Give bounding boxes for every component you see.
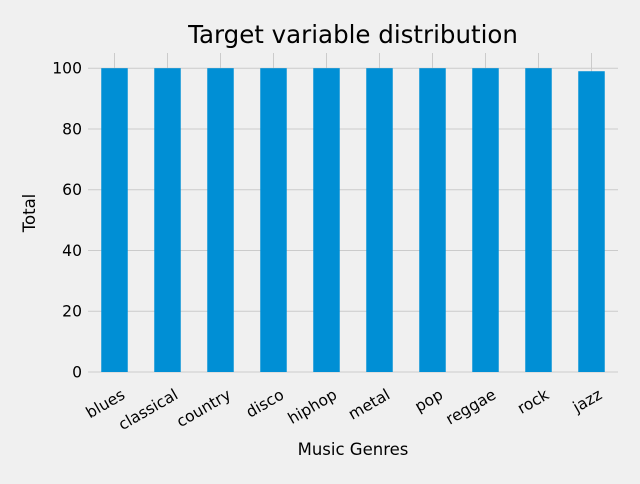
y-tick-label: 40 [62,242,82,260]
x-tick-label: metal [345,386,393,424]
x-axis-label: Music Genres [298,440,409,459]
bar-classical [154,68,181,372]
y-axis-label: Total [20,194,39,234]
bar-rock [525,68,552,372]
y-tick-label: 0 [72,364,82,382]
y-tick-label: 60 [62,181,82,199]
y-tick-label: 100 [52,60,82,78]
x-tick-label: pop [412,386,446,416]
x-tick-label: classical [115,386,181,434]
bars-layer [101,68,605,372]
bar-metal [366,68,393,372]
x-tick-label: country [173,386,234,431]
bar-hiphop [313,68,340,372]
x-tick-label: disco [243,386,287,422]
bar-reggae [472,68,499,372]
chart-title: Target variable distribution [187,20,518,49]
x-tick-label: jazz [569,386,605,417]
bar-blues [101,68,128,372]
bar-country [207,68,234,372]
y-tick-label: 20 [62,303,82,321]
x-tick-label: hiphop [285,386,340,428]
bar-disco [260,68,287,372]
bar-pop [419,68,446,372]
x-tick-label: rock [514,386,552,418]
bar-jazz [578,71,605,372]
x-tick-label: reggae [443,386,499,429]
y-tick-label: 80 [62,120,82,138]
y-tick-labels: 0 20 40 60 80 100 [52,60,82,382]
